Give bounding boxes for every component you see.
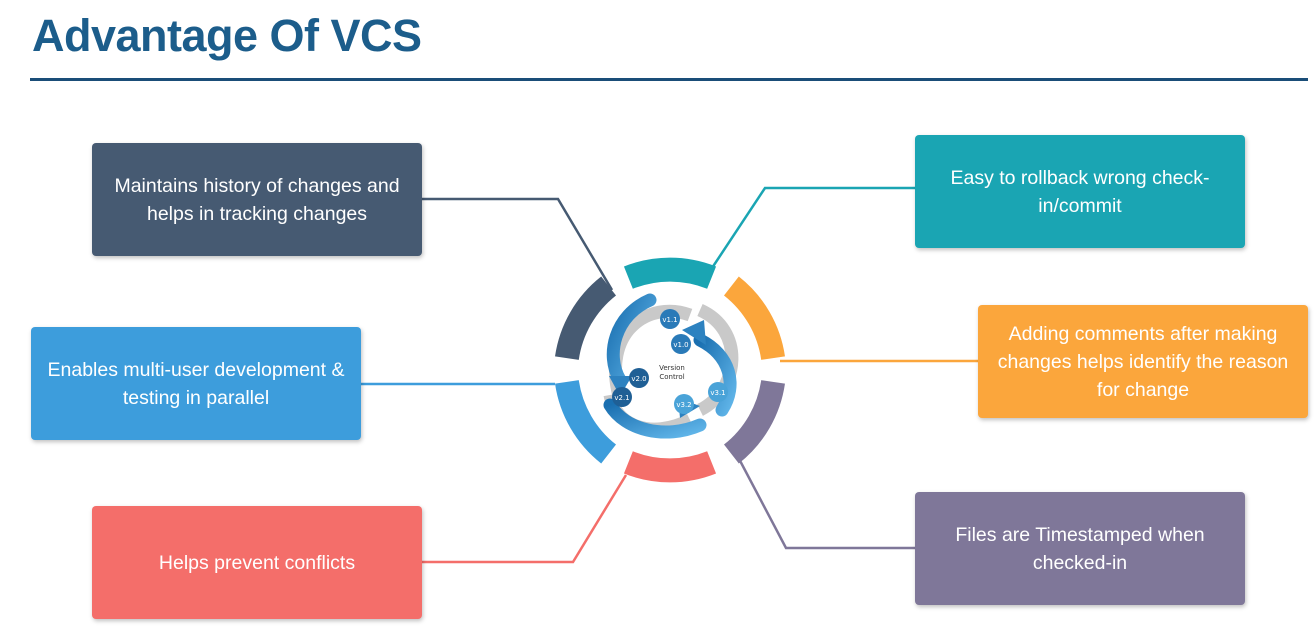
- hub-label-line1: Version: [659, 364, 685, 372]
- version-node-5: [674, 394, 694, 414]
- arrowhead-2: [682, 320, 706, 345]
- version-node-4: [612, 387, 632, 407]
- connector-timestamp: [735, 454, 915, 550]
- ring-segment-timestamp: [723, 379, 785, 464]
- cycle-arrow-1: [606, 293, 657, 387]
- arrowhead-1: [609, 376, 632, 396]
- box-rollback-text: Easy to rollback wrong check-in/commit: [950, 166, 1210, 217]
- connector-rollback: [710, 186, 915, 269]
- version-node-1: [660, 309, 680, 329]
- version-node-5-label: v3.2: [676, 401, 691, 409]
- version-node-3: [629, 368, 649, 388]
- box-multi-user: Enables multi-user development & testing…: [31, 327, 361, 440]
- box-history-text: Maintains history of changes and helps i…: [114, 174, 400, 225]
- box-timestamped: Files are Timestamped when checked-in: [915, 492, 1245, 605]
- page-title: Advantage Of VCS: [32, 10, 422, 61]
- ring-segment-multiuser: [555, 379, 617, 464]
- box-history-tracking: Maintains history of changes and helps i…: [92, 143, 422, 256]
- box-multiuser-text: Enables multi-user development & testing…: [47, 358, 345, 409]
- hub-label-line2: Control: [659, 373, 684, 381]
- ring-segment-comments: [723, 276, 785, 361]
- version-node-4-label: v2.1: [614, 394, 629, 402]
- box-conflicts-text: Helps prevent conflicts: [158, 551, 356, 574]
- version-node-2-label: v1.0: [673, 341, 688, 349]
- ring-segment-rollback: [623, 257, 717, 289]
- version-node-2: [671, 334, 691, 354]
- connector-history: [422, 197, 614, 291]
- box-comments: Adding comments after making changes hel…: [978, 305, 1308, 418]
- version-node-6-label: v3.1: [710, 389, 725, 397]
- ring-segment-conflicts: [623, 451, 717, 483]
- version-node-1-label: v1.1: [662, 316, 677, 324]
- cycle-arrow-2: [693, 333, 737, 417]
- version-node-6: [708, 382, 728, 402]
- title-underline: [30, 78, 1308, 81]
- box-prevent-conflicts: Helps prevent conflicts: [92, 506, 422, 619]
- gray-loop-2: [696, 304, 739, 416]
- ring-segment-history: [555, 276, 617, 361]
- cycle-arrow-3: [603, 398, 707, 439]
- box-comments-text: Adding comments after making changes hel…: [997, 322, 1289, 401]
- connector-conflicts: [422, 474, 628, 564]
- version-node-3-label: v2.0: [631, 375, 646, 383]
- box-rollback: Easy to rollback wrong check-in/commit: [915, 135, 1245, 248]
- box-timestamp-text: Files are Timestamped when checked-in: [955, 523, 1205, 574]
